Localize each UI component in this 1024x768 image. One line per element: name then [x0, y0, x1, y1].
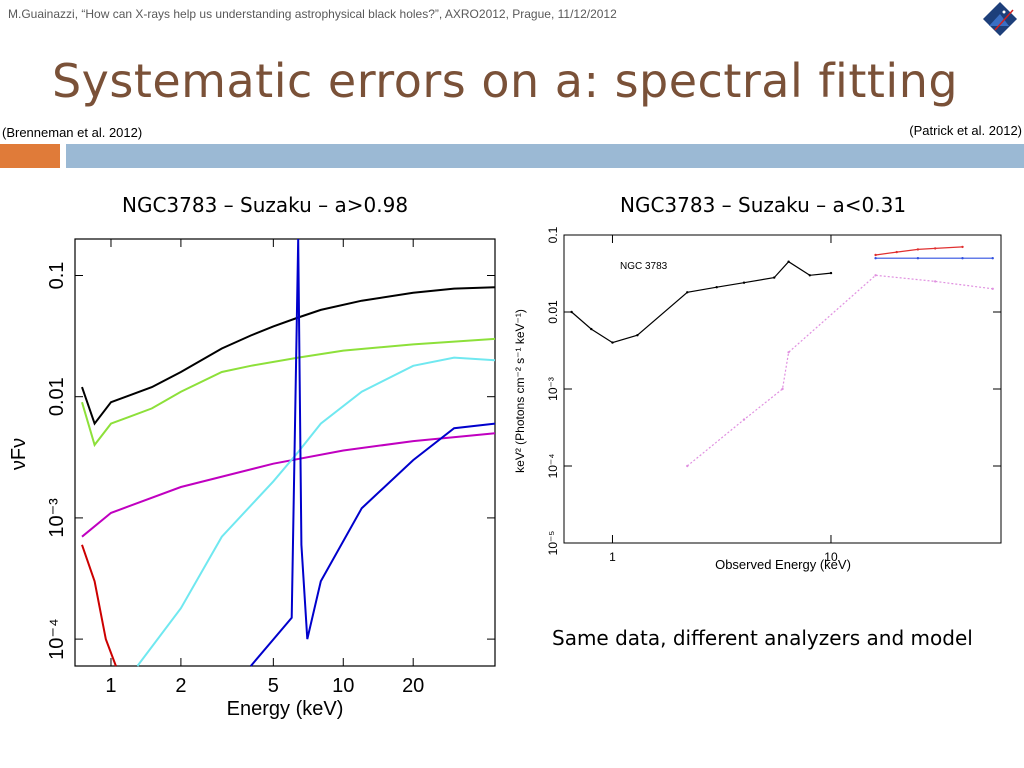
accent-bar-blue — [66, 144, 1024, 168]
x-tick-label: 10 — [332, 675, 354, 697]
data-point — [934, 280, 937, 283]
data-point — [611, 341, 614, 344]
data-point — [874, 257, 877, 260]
y-axis-label: keV² (Photons cm⁻² s⁻¹ keV⁻¹) — [513, 309, 527, 473]
data-point — [787, 351, 790, 354]
series-line-1 — [571, 260, 832, 344]
y-tick-label: 10⁻⁴ — [46, 618, 68, 659]
series-group — [570, 245, 994, 468]
series-line-4 — [686, 274, 993, 467]
reference-right: (Patrick et al. 2012) — [909, 123, 1022, 138]
data-point — [773, 276, 776, 279]
x-tick-group: 1 2 5 10 20 — [105, 239, 424, 697]
data-point — [590, 327, 593, 331]
y-tick-label: 0.01 — [546, 300, 560, 324]
data-point — [829, 271, 833, 275]
series-line-2 — [875, 246, 963, 256]
left-panel-title: NGC3783 – Suzaku – a>0.98 — [122, 193, 409, 217]
series-line-2 — [81, 337, 496, 448]
x-tick-label: 1 — [609, 550, 616, 564]
data-point — [895, 250, 898, 254]
data-point — [715, 286, 718, 289]
data-point — [961, 257, 964, 260]
x-tick-label: 5 — [268, 675, 279, 697]
data-point — [742, 418, 746, 421]
left-spectrum-chart: 1 2 5 10 20 0.1 0.01 10⁻³ 10⁻⁴ Energy (keV) νFν — [8, 238, 496, 720]
plot-frame — [74, 238, 496, 667]
data-point — [874, 253, 877, 257]
series-line-4 — [136, 356, 496, 667]
y-tick-label: 0.1 — [546, 226, 560, 243]
data-point — [742, 281, 746, 284]
data-point — [961, 245, 964, 249]
y-tick-label: 10⁻³ — [546, 377, 560, 401]
data-point — [934, 247, 937, 250]
right-panel-title: NGC3783 – Suzaku – a<0.31 — [620, 193, 907, 217]
data-point — [916, 257, 920, 260]
y-tick-label: 10⁻⁴ — [546, 454, 560, 479]
slide-caption: Same data, different analyzers and model — [552, 626, 973, 650]
right-spectrum-chart: 1 10 0.1 0.01 10⁻³ 10⁻⁴ 10⁻⁵ NGC 3783 Observe… — [513, 226, 1002, 572]
x-axis-label: Energy (keV) — [227, 698, 344, 720]
y-tick-label: 10⁻⁵ — [546, 531, 560, 556]
y-tick-group: 0.1 0.01 10⁻³ 10⁻⁴ 10⁻⁵ — [546, 226, 1001, 555]
data-point — [991, 287, 994, 290]
reference-left: (Brenneman et al. 2012) — [2, 125, 143, 140]
y-tick-label: 0.1 — [46, 262, 68, 290]
institution-logo-icon — [981, 0, 1019, 38]
x-axis-label: Observed Energy (keV) — [715, 557, 851, 572]
series-line-1 — [81, 286, 496, 426]
series-group — [81, 238, 496, 667]
data-point — [916, 248, 920, 251]
data-point — [874, 274, 877, 277]
y-tick-group: 0.1 0.01 10⁻³ 10⁻⁴ — [46, 262, 495, 660]
y-tick-label: 10⁻³ — [46, 498, 68, 538]
x-tick-label: 20 — [402, 675, 424, 697]
data-point — [636, 334, 639, 337]
data-point — [781, 387, 784, 391]
y-axis-label: νFν — [8, 438, 30, 470]
accent-bar-orange — [0, 144, 60, 168]
data-point — [991, 257, 994, 260]
data-point — [787, 260, 790, 263]
series-line-3 — [81, 432, 496, 538]
series-line-6 — [81, 544, 117, 667]
data-point — [808, 274, 811, 277]
x-tick-group: 1 10 — [609, 235, 838, 564]
y-tick-label: 0.01 — [46, 377, 68, 416]
x-tick-label: 2 — [175, 675, 186, 697]
x-tick-label: 1 — [105, 675, 116, 697]
data-point — [686, 291, 689, 294]
slide-title: Systematic errors on a: spectral fitting — [51, 54, 959, 108]
chart-annotation: NGC 3783 — [620, 261, 668, 272]
series-line-5 — [250, 238, 496, 667]
data-point — [570, 310, 573, 314]
x-tick-label: 10 — [824, 550, 838, 564]
data-point — [686, 464, 689, 468]
header-meta: M.Guainazzi, “How can X-rays help us und… — [8, 7, 617, 21]
